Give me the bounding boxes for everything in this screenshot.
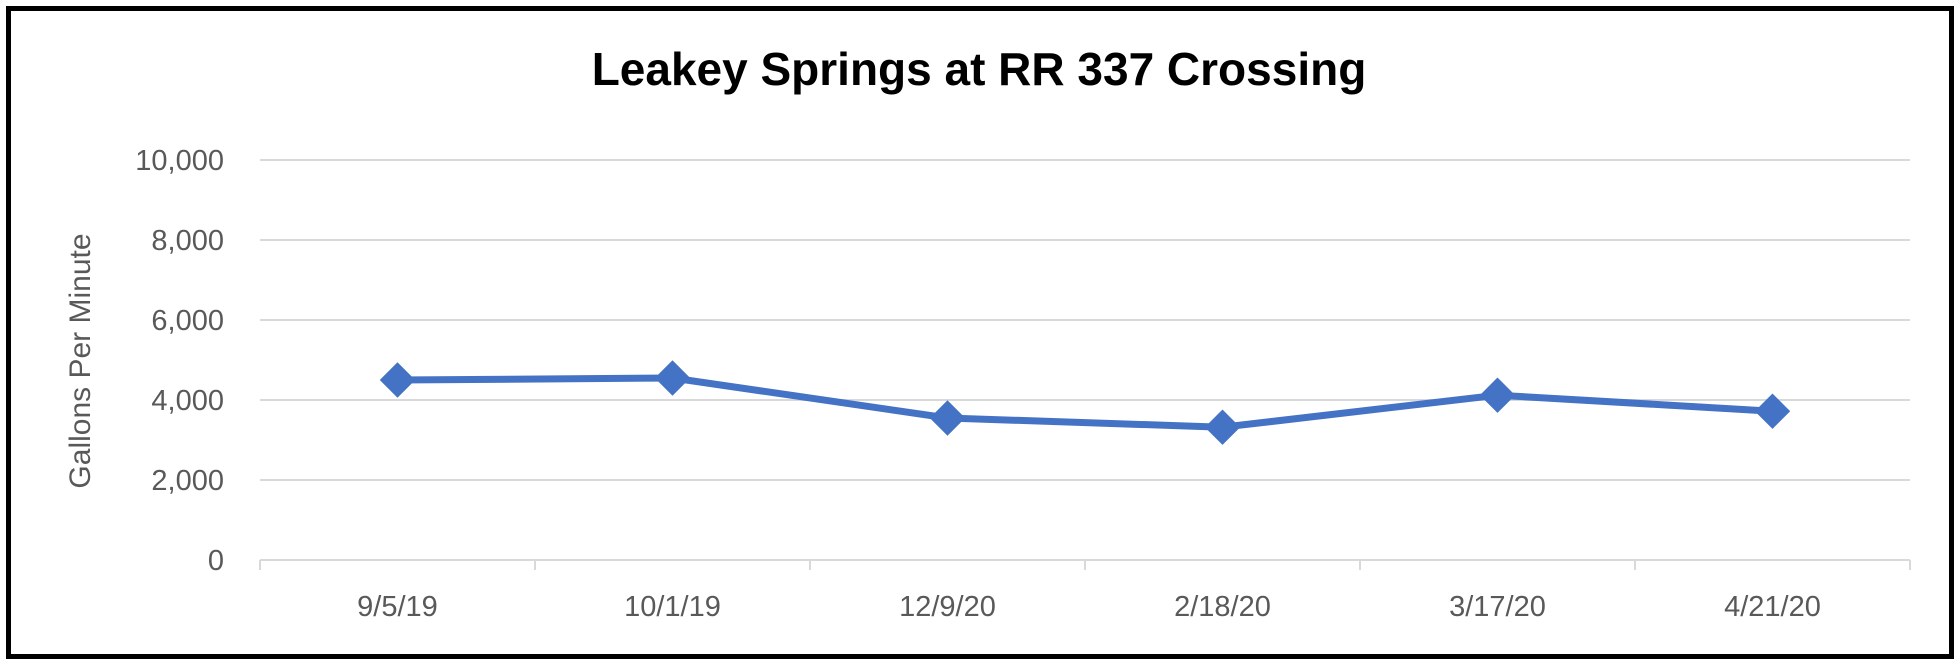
series-layer bbox=[379, 360, 1791, 445]
chart-title: Leakey Springs at RR 337 Crossing bbox=[592, 43, 1367, 95]
x-tick-label: 2/18/20 bbox=[1174, 591, 1271, 623]
x-tick-label: 9/5/19 bbox=[357, 591, 438, 623]
y-tick-label: 8,000 bbox=[151, 225, 224, 257]
data-point-marker bbox=[1479, 377, 1516, 413]
y-axis-tick-labels: 0 2,000 4,000 6,000 8,000 10,000 bbox=[135, 145, 224, 577]
data-point-marker bbox=[654, 360, 691, 396]
x-tick-label: 4/21/20 bbox=[1724, 591, 1821, 623]
series-line bbox=[394, 374, 1776, 431]
y-tick-label: 6,000 bbox=[151, 305, 224, 337]
x-axis bbox=[259, 559, 1911, 570]
x-tick-label: 10/1/19 bbox=[624, 591, 721, 623]
y-tick-label: 0 bbox=[208, 545, 224, 577]
chart-frame: Leakey Springs at RR 337 Crossing 0 2,000… bbox=[6, 6, 1954, 659]
y-axis-title: Gallons Per Minute bbox=[64, 233, 97, 488]
data-point-marker bbox=[929, 400, 966, 436]
data-point-marker bbox=[379, 362, 416, 398]
data-point-marker bbox=[1204, 409, 1241, 445]
x-axis-tick-labels: 9/5/19 10/1/19 12/9/20 2/18/20 3/17/20 4/21/2… bbox=[357, 591, 1821, 623]
y-tick-label: 2,000 bbox=[151, 465, 224, 497]
y-tick-label: 4,000 bbox=[151, 385, 224, 417]
gridlines bbox=[260, 159, 1910, 561]
x-tick-label: 3/17/20 bbox=[1449, 591, 1546, 623]
x-tick-label: 12/9/20 bbox=[899, 591, 996, 623]
line-chart: Leakey Springs at RR 337 Crossing 0 2,000… bbox=[64, 43, 1911, 623]
data-point-marker bbox=[1754, 393, 1791, 429]
y-tick-label: 10,000 bbox=[135, 145, 224, 177]
